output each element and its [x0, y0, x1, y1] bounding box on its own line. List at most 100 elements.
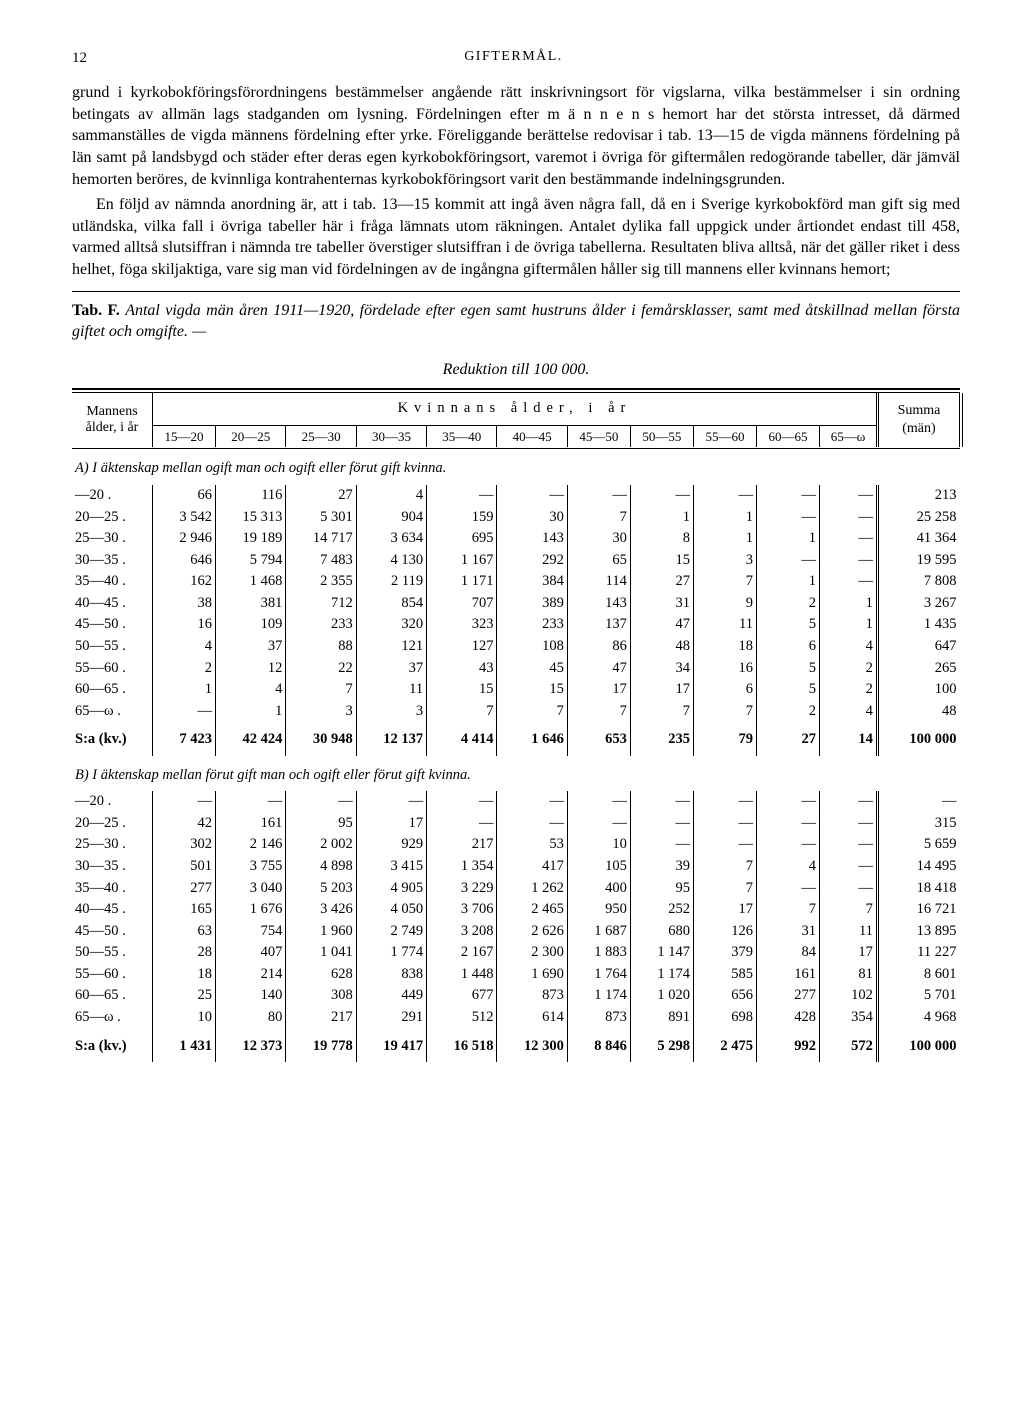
cell: 3 — [286, 701, 356, 723]
col-head-mannens: Mannens ålder, i år — [72, 393, 153, 447]
cell: 1 167 — [427, 550, 497, 572]
cell: 4 — [153, 636, 216, 658]
cell: 143 — [497, 528, 567, 550]
cell: 277 — [756, 985, 819, 1007]
cell: 647 — [877, 636, 959, 658]
cell: 11 227 — [877, 942, 959, 964]
cell: 7 — [286, 679, 356, 701]
cell: 37 — [216, 636, 286, 658]
cell: 95 — [630, 878, 693, 900]
col-head-summa: Summa (män) — [877, 393, 959, 447]
cell: — — [567, 813, 630, 835]
cell: 11 — [820, 921, 878, 943]
cell: 17 — [693, 899, 756, 921]
cell: — — [820, 834, 878, 856]
cell: 17 — [820, 942, 878, 964]
cell: 1 041 — [286, 942, 356, 964]
cell: 100 000 — [877, 1029, 959, 1063]
cell: 417 — [497, 856, 567, 878]
cell: — — [756, 813, 819, 835]
cell: 63 — [153, 921, 216, 943]
cell: — — [630, 791, 693, 813]
row-label: 40—45 . — [72, 899, 153, 921]
cell: 5 298 — [630, 1029, 693, 1063]
cell: 79 — [693, 722, 756, 756]
table-row: 50—55 .284071 0411 7742 1672 3001 8831 1… — [72, 942, 960, 964]
cell: 8 601 — [877, 964, 959, 986]
cell: 217 — [286, 1007, 356, 1029]
cell: 105 — [567, 856, 630, 878]
age-bin: 25—30 — [286, 425, 356, 447]
row-label: 40—45 . — [72, 593, 153, 615]
cell: 291 — [356, 1007, 426, 1029]
divider-rule — [72, 291, 960, 292]
cell: 7 — [427, 701, 497, 723]
cell: 7 — [630, 701, 693, 723]
cell: — — [427, 485, 497, 507]
cell: 3 634 — [356, 528, 426, 550]
table-row: 50—55 .4378812112710886481864647 — [72, 636, 960, 658]
cell: 11 — [356, 679, 426, 701]
cell: 3 267 — [877, 593, 959, 615]
cell: 8 846 — [567, 1029, 630, 1063]
cell: 4 — [820, 636, 878, 658]
cell: 4 414 — [427, 722, 497, 756]
cell: — — [820, 813, 878, 835]
cell: 1 435 — [877, 614, 959, 636]
cell: 873 — [497, 985, 567, 1007]
row-label: 30—35 . — [72, 550, 153, 572]
row-label: S:a (kv.) — [72, 722, 153, 756]
row-label: 45—50 . — [72, 921, 153, 943]
cell: 12 — [216, 658, 286, 680]
cell: 16 721 — [877, 899, 959, 921]
cell: 233 — [497, 614, 567, 636]
cell: 695 — [427, 528, 497, 550]
cell: 677 — [427, 985, 497, 1007]
row-label: 55—60 . — [72, 964, 153, 986]
table-row: 55—60 .2122237434547341652265 — [72, 658, 960, 680]
cell: 449 — [356, 985, 426, 1007]
age-bin: 55—60 — [693, 425, 756, 447]
cell: 2 475 — [693, 1029, 756, 1063]
cell: 1 — [820, 593, 878, 615]
cell: 126 — [693, 921, 756, 943]
cell: 323 — [427, 614, 497, 636]
cell: 389 — [497, 593, 567, 615]
cell: 1 174 — [630, 964, 693, 986]
cell: 656 — [693, 985, 756, 1007]
row-label: 30—35 . — [72, 856, 153, 878]
cell: 17 — [630, 679, 693, 701]
cell: 754 — [216, 921, 286, 943]
cell: 4 898 — [286, 856, 356, 878]
cell: 3 229 — [427, 878, 497, 900]
row-label: —20 . — [72, 485, 153, 507]
cell: 7 — [693, 571, 756, 593]
cell: 19 778 — [286, 1029, 356, 1063]
cell: 66 — [153, 485, 216, 507]
cell: 2 146 — [216, 834, 286, 856]
cell: 1 174 — [567, 985, 630, 1007]
cell: — — [356, 791, 426, 813]
cell: 100 000 — [877, 722, 959, 756]
table-row: 45—50 .637541 9602 7493 2082 6261 687680… — [72, 921, 960, 943]
cell: 400 — [567, 878, 630, 900]
cell: — — [820, 878, 878, 900]
cell: 7 — [497, 701, 567, 723]
caption-lead: Tab. F. — [72, 302, 120, 319]
age-bin: 65—ω — [820, 425, 878, 447]
cell: 7 — [693, 701, 756, 723]
cell: 161 — [216, 813, 286, 835]
cell: 100 — [877, 679, 959, 701]
cell: 18 418 — [877, 878, 959, 900]
cell: 5 301 — [286, 507, 356, 529]
cell: 45 — [497, 658, 567, 680]
row-label: S:a (kv.) — [72, 1029, 153, 1063]
cell: 572 — [820, 1029, 878, 1063]
section-heading: A) I äktenskap mellan ogift man och ogif… — [72, 449, 960, 485]
cell: 12 373 — [216, 1029, 286, 1063]
cell: 614 — [497, 1007, 567, 1029]
cell: 1 774 — [356, 942, 426, 964]
cell: 9 — [693, 593, 756, 615]
cell: — — [693, 834, 756, 856]
cell: — — [153, 701, 216, 723]
